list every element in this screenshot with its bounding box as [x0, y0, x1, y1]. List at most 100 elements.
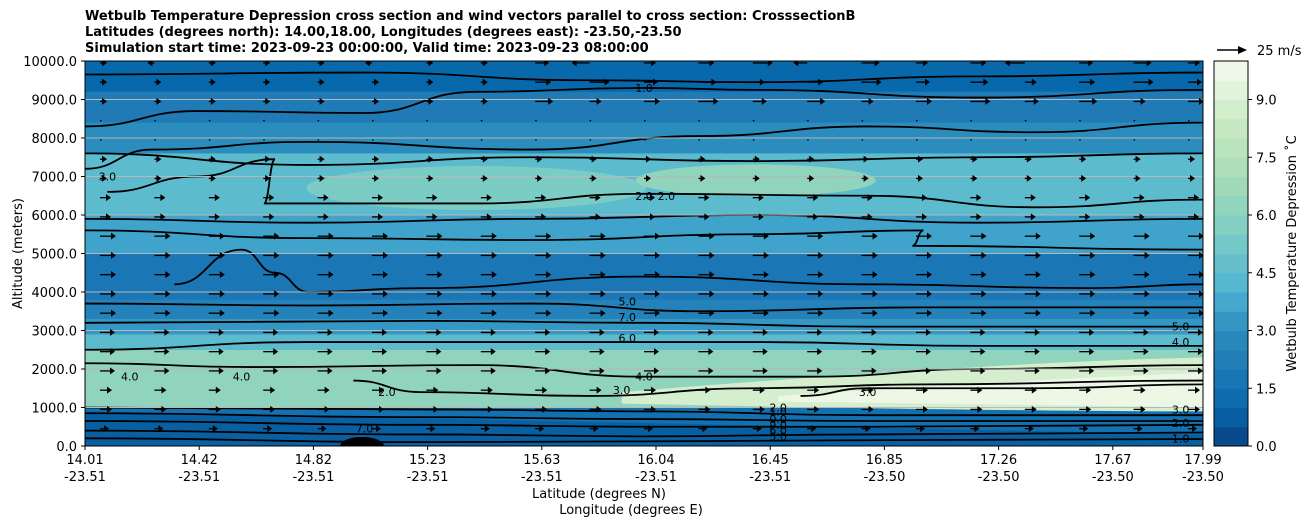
wind-vector-head [273, 348, 279, 356]
wind-vector-head [758, 213, 764, 221]
wind-vector-head [1197, 78, 1202, 86]
wind-vector-head [1035, 232, 1041, 240]
wind-vector-head [110, 348, 115, 356]
wind-vector-head [383, 309, 388, 317]
wind-vector-head [981, 290, 987, 298]
wind-vector-head [981, 232, 987, 240]
y-tick-label: 3000.0 [32, 325, 78, 340]
colorbar-band [1214, 253, 1248, 274]
wind-vector-head [1195, 386, 1200, 394]
wind-vector-head [219, 309, 225, 317]
contour-label: 4.0 [635, 371, 653, 384]
wind-vector-head [604, 78, 610, 86]
wind-vector-head [923, 386, 928, 394]
wind-vector-head [809, 174, 815, 182]
wind-vector-head [482, 97, 488, 105]
wind-vector-head [872, 309, 878, 317]
wind-vector-head [591, 155, 597, 163]
wind-vector-head [700, 155, 706, 163]
wind-vector-head [437, 290, 443, 298]
colorbar-band [1214, 388, 1248, 408]
wind-vector-head [210, 78, 216, 86]
wind-vector-head [491, 309, 497, 317]
y-axis-label: Altitude (meters) [11, 198, 26, 309]
wind-vector-head [927, 309, 932, 317]
wind-vector-head [596, 386, 602, 394]
x-tick-label-lat: 17.67 [1094, 453, 1131, 468]
colorbar-band [1214, 292, 1248, 312]
wind-vector-head [1085, 213, 1091, 221]
contour-label: 3.0 [1172, 403, 1190, 416]
contour-label: 1.0 [1172, 432, 1190, 445]
wind-vector-head [484, 425, 490, 433]
wind-vector-head [107, 386, 112, 394]
wind-vector-head [1140, 405, 1146, 413]
wind-vector-head [1090, 232, 1096, 240]
wind-vector-head [596, 97, 602, 105]
wind-vector-head [156, 155, 162, 163]
colorbar-band [1214, 330, 1248, 351]
wind-vector-head [871, 328, 877, 336]
wind-vector-head [981, 271, 987, 279]
colorbar-band [1214, 311, 1248, 331]
wind-vector-head [428, 97, 434, 105]
wind-vector-head [546, 78, 552, 86]
wind-vector-head [704, 213, 710, 221]
contour-label: 1.0 [635, 82, 653, 95]
wind-vector-head [1085, 194, 1091, 202]
wind-vector-head [1031, 78, 1037, 86]
wind-vector-head [708, 328, 714, 336]
wind-vector-head [328, 271, 334, 279]
wind-vector-head [214, 213, 220, 221]
colorbar-band [1214, 99, 1248, 120]
wind-vector-head [219, 232, 225, 240]
colorbar-band [1214, 426, 1248, 447]
wind-vector-head [818, 232, 824, 240]
wind-vector-head [376, 425, 381, 433]
wind-vector-head [219, 290, 225, 298]
y-tick-label: 9000.0 [32, 94, 78, 109]
wind-vector-head [926, 367, 931, 375]
colorbar-band [1214, 138, 1248, 158]
wind-vector-head [102, 155, 107, 163]
wind-vector-head [655, 271, 660, 279]
wind-vector-head [160, 194, 166, 202]
wind-vector-head [868, 97, 874, 105]
wind-vector-head [165, 251, 171, 259]
wind-vector-head [382, 367, 387, 375]
x-tick-label-lon: -23.50 [1182, 470, 1224, 485]
wind-vector-head [976, 194, 982, 202]
wind-vector-head [319, 61, 325, 67]
wind-vector-head [863, 155, 869, 163]
wind-vector-head [655, 309, 660, 317]
wind-vector-head [374, 155, 379, 163]
wind-vector-head [1090, 251, 1096, 259]
wind-vector-head [106, 213, 111, 221]
wind-vector-head [147, 61, 153, 67]
wind-vector-head [981, 309, 987, 317]
wind-vector-head [210, 61, 216, 67]
wind-vector-head [922, 194, 927, 202]
wind-vector-head [1081, 174, 1087, 182]
wind-vector-head [537, 174, 543, 182]
chart-title-line-3: Simulation start time: 2023-09-23 00:00:… [85, 41, 649, 56]
wind-vector-head [328, 232, 334, 240]
wind-vector-head [871, 367, 877, 375]
wind-vector-head [593, 425, 599, 433]
wind-vector-head [1081, 155, 1087, 163]
contour-label: 5.0 [1172, 321, 1190, 334]
wind-vector-head [265, 61, 271, 67]
contour-3c [85, 229, 1203, 251]
wind-vector-head [1144, 232, 1150, 240]
wind-vector-head [926, 328, 931, 336]
wind-vector-head [759, 405, 765, 413]
x-tick-label-lon: -23.51 [635, 470, 677, 485]
wind-vector-head [600, 271, 606, 279]
wind-vector-head [708, 348, 714, 356]
wind-vector-head [927, 271, 932, 279]
x-tick-label-lat: 14.01 [66, 453, 103, 468]
colorbar-tick-label: 9.0 [1256, 94, 1277, 109]
wind-vector-head [545, 348, 551, 356]
wind-vector-head [763, 290, 769, 298]
wind-vector-head [111, 309, 116, 317]
